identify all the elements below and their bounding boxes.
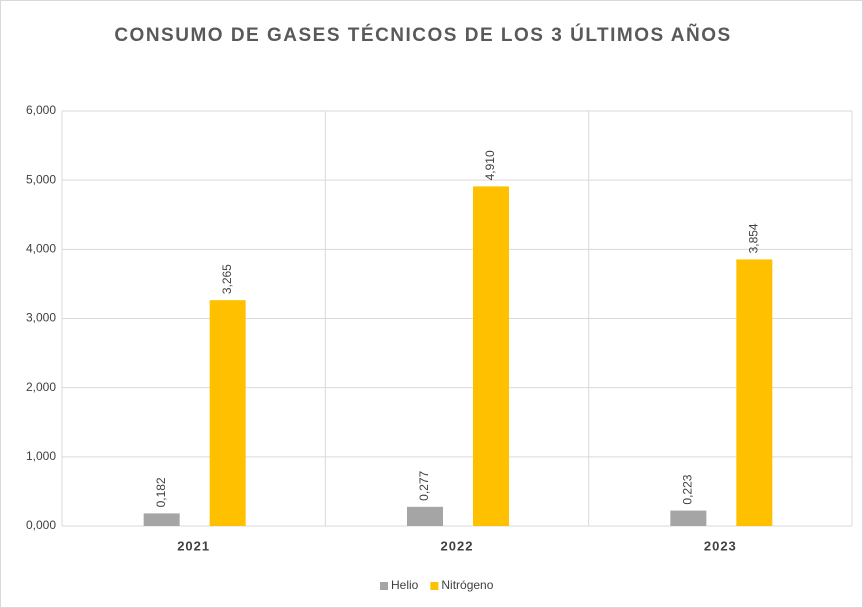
y-tick-label: 5,000 bbox=[26, 172, 56, 186]
y-tick-label: 1,000 bbox=[26, 449, 56, 463]
y-tick-label: 0,000 bbox=[26, 518, 56, 532]
y-tick-label: 2,000 bbox=[26, 380, 56, 394]
bar bbox=[473, 186, 509, 526]
legend-label: Nitrógeno bbox=[441, 578, 493, 592]
bar bbox=[670, 510, 707, 526]
data-label: 0,182 bbox=[154, 477, 168, 507]
y-tick-label: 4,000 bbox=[26, 242, 56, 256]
bar bbox=[209, 300, 246, 526]
x-tick-label: 2022 bbox=[441, 538, 474, 553]
x-tick-label: 2021 bbox=[177, 538, 210, 553]
x-tick-label: 2023 bbox=[704, 538, 737, 553]
data-label: 3,265 bbox=[220, 264, 234, 294]
chart-title: CONSUMO DE GASES TÉCNICOS DE LOS 3 ÚLTIM… bbox=[114, 24, 731, 46]
data-label: 0,223 bbox=[681, 474, 695, 504]
bar bbox=[407, 506, 443, 526]
data-label: 0,277 bbox=[417, 470, 431, 500]
legend-label: Helio bbox=[391, 578, 419, 592]
bar bbox=[143, 513, 180, 526]
data-label: 4,910 bbox=[483, 150, 497, 180]
y-tick-label: 6,000 bbox=[26, 103, 56, 117]
legend-swatch bbox=[380, 582, 388, 590]
y-tick-label: 3,000 bbox=[26, 311, 56, 325]
data-label: 3,854 bbox=[747, 223, 761, 253]
bar bbox=[736, 259, 773, 526]
legend-swatch bbox=[430, 582, 439, 590]
